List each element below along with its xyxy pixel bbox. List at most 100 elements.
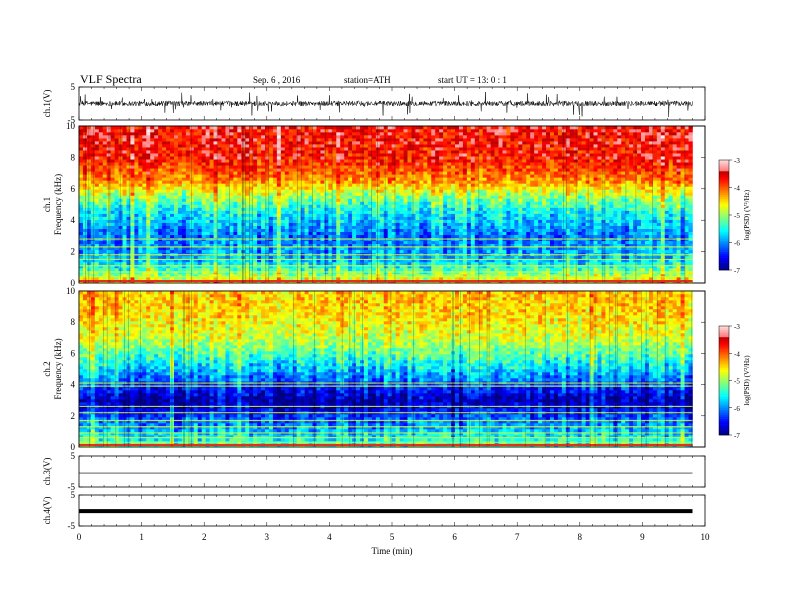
spectrogram-cell xyxy=(344,150,349,154)
spectrogram-cell xyxy=(348,141,353,145)
spectrogram-cell xyxy=(118,201,123,205)
spectrogram-cell xyxy=(375,240,381,245)
spectrogram-cell xyxy=(261,267,266,272)
y-tick-label: 5 xyxy=(71,82,76,92)
spectrogram-cell xyxy=(261,228,266,232)
spectrogram-cell xyxy=(316,207,321,211)
spectrogram-cell xyxy=(367,162,373,166)
spectrogram-cell xyxy=(201,186,206,190)
spectrogram-cell xyxy=(387,147,392,151)
spectrogram-cell xyxy=(154,219,159,223)
spectrogram-cell xyxy=(158,246,163,251)
spectrogram-cell xyxy=(300,138,305,142)
spectrogram-cell xyxy=(150,189,155,193)
spectrogram-cell xyxy=(363,126,369,130)
spectrogram-cell xyxy=(114,174,119,178)
spectrogram-cell xyxy=(265,246,270,251)
spectrogram-cell xyxy=(265,135,270,139)
spectrogram-cell xyxy=(162,225,167,229)
spectrogram-cell xyxy=(360,144,365,148)
spectrogram-cell xyxy=(209,255,214,260)
spectrogram-cell xyxy=(130,138,135,142)
spectrogram-cell xyxy=(399,207,404,211)
spectrogram-cell xyxy=(166,180,171,184)
spectrogram-cell xyxy=(391,195,396,199)
spectrogram-cell xyxy=(268,255,274,260)
spectrogram-cell xyxy=(340,186,345,190)
spectrogram-cell xyxy=(154,186,159,190)
spectrogram-cell xyxy=(403,207,408,211)
spectrogram-cell xyxy=(146,276,151,281)
spectrogram-cell xyxy=(340,240,345,245)
spectrogram-cell xyxy=(110,255,115,260)
spectrogram-cell xyxy=(328,186,333,190)
spectrogram-cell xyxy=(197,243,202,248)
spectrogram-cell xyxy=(272,189,278,193)
spectrogram-cell xyxy=(233,246,238,251)
spectrogram-cell xyxy=(280,225,286,229)
spectrogram-cell xyxy=(375,276,381,281)
spectrogram-cell xyxy=(114,156,119,160)
spectrogram-cell xyxy=(237,267,242,272)
spectrogram-cell xyxy=(324,216,329,220)
spectrogram-cell xyxy=(138,234,143,239)
spectrogram-cell xyxy=(387,156,392,160)
spectrogram-cell xyxy=(257,273,262,278)
spectrogram-cell xyxy=(138,204,143,208)
spectrogram-cell xyxy=(193,216,199,220)
spectrogram-cell xyxy=(249,258,254,263)
spectrogram-cell xyxy=(360,249,365,254)
spectrogram-cell xyxy=(213,165,218,169)
spectrogram-cell xyxy=(94,174,100,178)
spectrogram-cell xyxy=(257,141,262,145)
spectrogram-cell xyxy=(142,201,147,205)
spectrogram-cell xyxy=(276,192,282,196)
spectrogram-cell xyxy=(272,195,278,199)
spectrogram-cell xyxy=(146,180,151,184)
spectrogram-cell xyxy=(233,243,238,248)
spectrogram-cell xyxy=(280,135,286,139)
spectrogram-cell xyxy=(213,267,218,272)
spectrogram-cell xyxy=(90,186,96,190)
spectrogram-cell xyxy=(177,144,183,148)
spectrogram-cell xyxy=(312,159,317,163)
spectrogram-cell xyxy=(241,243,246,248)
spectrogram-cell xyxy=(162,249,167,254)
spectrogram-cell xyxy=(304,141,309,145)
spectrogram-cell xyxy=(320,234,325,239)
spectrogram-cell xyxy=(363,258,369,263)
spectrogram-cell xyxy=(102,180,108,184)
spectrogram-cell xyxy=(332,198,337,202)
spectrogram-cell xyxy=(383,171,389,175)
spectrogram-cell xyxy=(158,132,163,136)
spectrogram-cell xyxy=(320,225,325,229)
spectrogram-cell xyxy=(336,153,341,157)
spectrogram-cell xyxy=(375,183,381,187)
spectrogram-cell xyxy=(375,156,381,160)
spectrogram-cell xyxy=(360,183,365,187)
spectrogram-cell xyxy=(296,168,301,172)
spectrogram-cell xyxy=(304,156,309,160)
spectrogram-cell xyxy=(245,180,250,184)
spectrogram-cell xyxy=(201,264,206,269)
spectrogram-cell xyxy=(332,138,337,142)
spectrogram-cell xyxy=(320,276,325,281)
spectrogram-cell xyxy=(304,162,309,166)
spectrogram-cell xyxy=(352,240,357,245)
spectrogram-cell xyxy=(383,243,389,248)
spectrogram-cell xyxy=(122,126,127,130)
spectrogram-cell xyxy=(110,198,115,202)
spectrogram-cell xyxy=(375,264,381,269)
spectrogram-cell xyxy=(253,246,258,251)
spectrogram-cell xyxy=(237,183,242,187)
spectrogram-cell xyxy=(197,207,202,211)
spectrogram-cell xyxy=(126,126,131,130)
spectrogram-cell xyxy=(229,264,234,269)
spectrogram-cell xyxy=(114,231,119,235)
spectrogram-cell xyxy=(367,126,373,130)
spectrogram-cell xyxy=(280,126,286,130)
spectrogram-cell xyxy=(241,135,246,139)
spectrogram-cell xyxy=(162,129,167,133)
spectrogram-cell xyxy=(166,165,171,169)
spectrogram-cell xyxy=(344,177,349,181)
